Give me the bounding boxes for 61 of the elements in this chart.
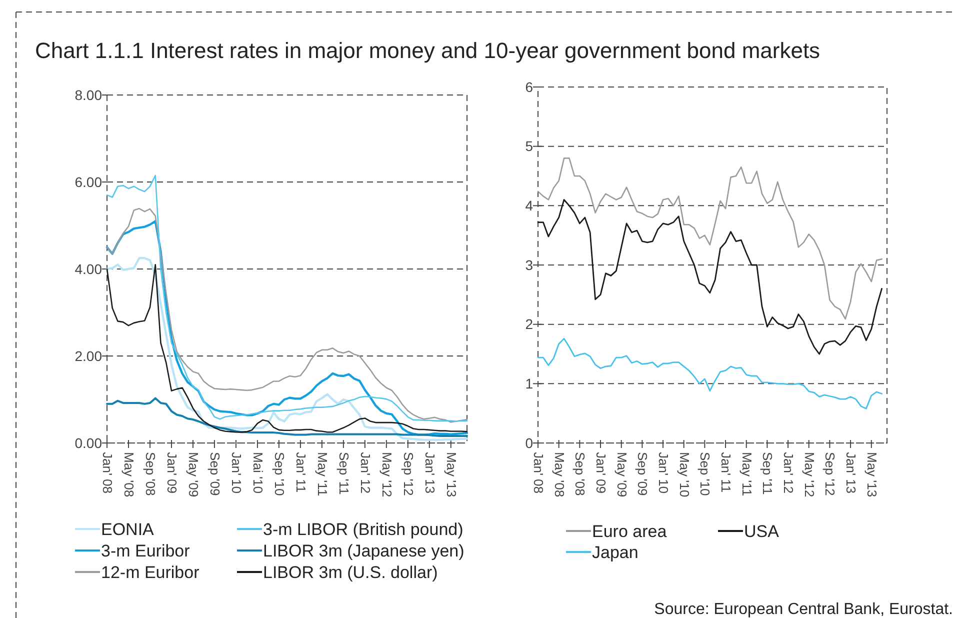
x-tick-label: May '12: [379, 452, 394, 498]
x-tick-label: Jan' 11: [293, 452, 308, 493]
y-tick-label: 0.00: [74, 434, 102, 451]
x-tick-label: Sep '09: [207, 452, 222, 496]
y-tick-label: 6.00: [74, 174, 102, 190]
x-tick-label: Jan' 11: [718, 452, 734, 493]
x-tick-label: Jan' 10: [228, 452, 244, 494]
x-tick-label: Jan' 13: [422, 452, 438, 494]
x-tick-label: May '10: [676, 452, 692, 498]
x-tick-label: Sep '10: [698, 452, 713, 496]
x-tick-label: May '08: [121, 452, 136, 498]
y-tick-label: 6: [525, 78, 534, 95]
x-tick-label: Sep '11: [336, 452, 352, 495]
line-series: [537, 199, 882, 355]
y-tick-label: 5: [525, 138, 534, 154]
x-tick-label: May '09: [186, 452, 201, 498]
x-tick-label: Jan' 13: [844, 452, 859, 494]
legend-label: EONIA: [101, 520, 155, 539]
legend-label: 12-m Euribor: [101, 562, 200, 582]
y-tick-label: 4: [525, 198, 534, 214]
x-tick-label: Sep '10: [272, 452, 287, 496]
legend-label: USA: [744, 522, 780, 541]
x-tick-label: Jan' 12: [781, 452, 796, 494]
x-tick-label: Jan' 09: [594, 452, 609, 494]
x-tick-label: May '13: [444, 452, 459, 498]
y-tick-label: 4.00: [74, 260, 102, 277]
y-tick-label: 3: [525, 256, 534, 273]
x-tick-label: Sep '09: [635, 452, 650, 496]
chart-title: Chart 1.1.1 Interest rates in major money and 10-year government bond markets: [35, 38, 820, 63]
x-tick-label: Jan' 08: [531, 452, 546, 494]
y-tick-label: 8.00: [74, 86, 102, 103]
x-tick-label: Sep '12: [400, 452, 416, 496]
y-tick-label: 2: [525, 316, 534, 332]
y-tick-label: 2.00: [74, 348, 102, 364]
legend-label: Euro area: [592, 522, 668, 541]
x-tick-label: Sep '12: [822, 452, 838, 496]
line-series: [537, 338, 882, 410]
line-series: [537, 158, 882, 320]
x-tick-label: May '08: [552, 452, 567, 498]
legend-label: LIBOR 3m (Japanese yen): [263, 541, 464, 560]
x-tick-label: May '11: [314, 452, 330, 496]
x-tick-label: Sep '11: [760, 452, 776, 495]
y-tick-label: 1: [525, 376, 534, 392]
x-tick-label: May '13: [864, 452, 880, 498]
legend-label: 3-m Euribor: [101, 541, 190, 560]
y-tick-label: 0: [525, 434, 534, 451]
source-note: Source: European Central Bank, Eurostat.: [654, 601, 953, 618]
x-tick-label: May '11: [739, 452, 754, 496]
x-tick-label: Jan' 12: [358, 452, 373, 494]
legend-label: Japan: [592, 542, 638, 562]
legend-label: LIBOR 3m (U.S. dollar): [263, 562, 438, 582]
line-series: [106, 397, 468, 438]
x-tick-label: Sep '08: [572, 452, 588, 496]
x-tick-label: May '09: [614, 452, 630, 498]
legend-label: 3-m LIBOR (British pound): [263, 520, 464, 539]
x-tick-label: Jan' 08: [100, 452, 115, 494]
x-tick-label: Jan' 10: [656, 452, 672, 494]
x-tick-label: May '12: [802, 452, 817, 498]
x-tick-label: Mai '10: [250, 452, 266, 494]
x-tick-label: Jan' 09: [164, 452, 180, 494]
x-tick-label: Sep '08: [142, 452, 158, 496]
